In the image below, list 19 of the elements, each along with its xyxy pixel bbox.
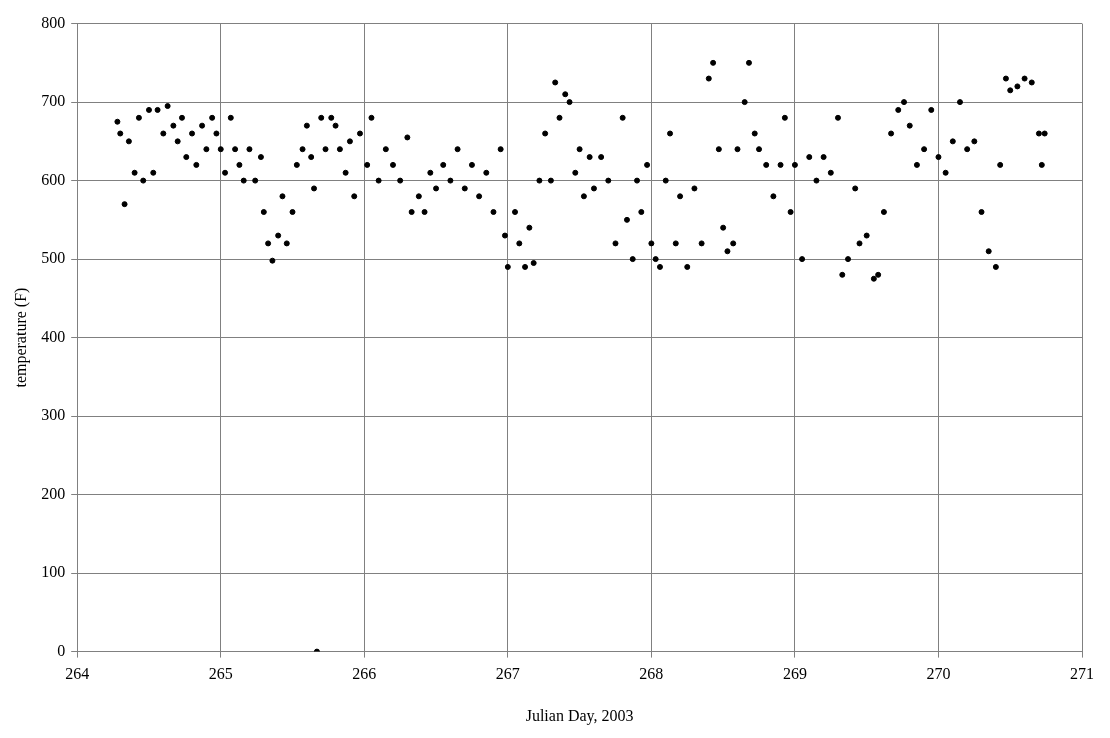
x-tick-label: 265: [208, 665, 233, 683]
y-tick-label: 400: [41, 327, 66, 345]
y-tick-label: 100: [41, 563, 66, 581]
y-tick-label: 800: [41, 13, 66, 31]
x-tick-label: 266: [352, 665, 377, 683]
x-tick-label: 267: [495, 665, 520, 683]
y-tick-label: 700: [41, 92, 66, 110]
y-tick-label: 300: [41, 406, 66, 424]
x-tick-label: 264: [65, 665, 90, 683]
y-tick-label: 500: [41, 249, 66, 267]
y-tick-label: 200: [41, 484, 66, 502]
x-axis-title: Julian Day, 2003: [525, 706, 634, 725]
x-tick-label: 269: [782, 665, 807, 683]
y-axis-title: temperature (F): [11, 287, 30, 388]
x-tick-label: 270: [926, 665, 951, 683]
y-tick-label: 600: [41, 170, 66, 188]
x-tick-label: 268: [639, 665, 664, 683]
x-tick-label: 271: [1070, 665, 1094, 683]
y-tick-label: 0: [57, 641, 66, 659]
